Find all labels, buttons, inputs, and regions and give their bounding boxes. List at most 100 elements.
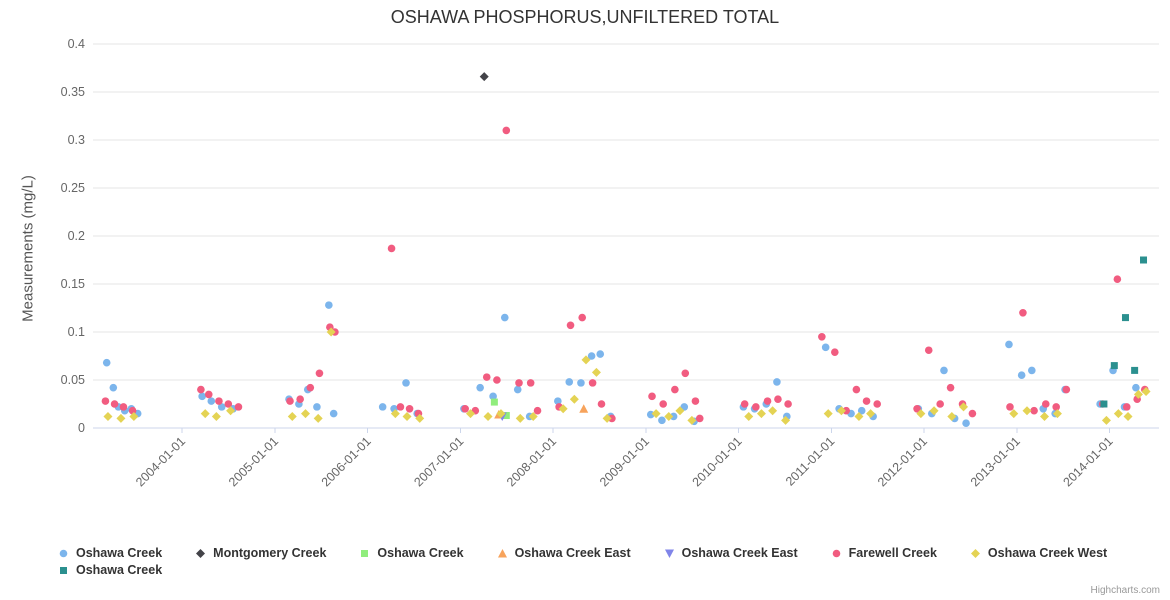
data-point-series-6[interactable]: [836, 406, 846, 416]
data-point-series-5[interactable]: [286, 397, 294, 405]
data-point-series-6[interactable]: [313, 413, 323, 423]
data-point-series-7[interactable]: [1140, 256, 1148, 264]
data-point-series-5[interactable]: [197, 385, 205, 394]
data-point-series-0[interactable]: [1005, 340, 1013, 349]
data-point-series-6[interactable]: [687, 415, 697, 425]
data-point-series-6[interactable]: [496, 409, 506, 419]
data-point-series-5[interactable]: [515, 379, 523, 387]
data-point-series-7[interactable]: [1131, 366, 1139, 374]
data-point-series-0[interactable]: [198, 392, 206, 401]
data-point-series-6[interactable]: [226, 406, 236, 416]
data-point-series-5[interactable]: [946, 383, 955, 392]
data-point-series-6[interactable]: [916, 409, 926, 419]
data-point-series-6[interactable]: [558, 404, 568, 414]
data-point-series-6[interactable]: [744, 411, 754, 421]
data-point-series-5[interactable]: [1052, 403, 1060, 411]
data-point-series-0[interactable]: [1028, 366, 1036, 375]
data-point-series-0[interactable]: [565, 378, 574, 386]
data-point-series-0[interactable]: [669, 412, 678, 421]
data-point-series-6[interactable]: [959, 402, 969, 412]
data-point-series-5[interactable]: [784, 400, 792, 408]
data-point-series-5[interactable]: [588, 379, 597, 387]
data-point-series-5[interactable]: [315, 369, 324, 378]
data-point-series-6[interactable]: [1009, 409, 1019, 419]
data-point-series-0[interactable]: [940, 366, 948, 375]
data-point-series-6[interactable]: [768, 406, 778, 416]
data-point-series-5[interactable]: [608, 414, 616, 423]
data-point-series-6[interactable]: [116, 413, 126, 423]
data-point-series-5[interactable]: [763, 397, 772, 405]
data-point-series-6[interactable]: [483, 411, 493, 421]
data-point-series-6[interactable]: [581, 355, 591, 365]
data-point-series-5[interactable]: [396, 403, 405, 411]
data-point-series-6[interactable]: [287, 411, 297, 421]
data-point-series-5[interactable]: [671, 385, 679, 394]
data-point-series-6[interactable]: [664, 411, 674, 421]
data-point-series-3[interactable]: [579, 404, 589, 413]
data-point-series-0[interactable]: [325, 301, 333, 309]
data-point-series-5[interactable]: [774, 395, 782, 404]
data-point-series-0[interactable]: [109, 383, 118, 392]
data-point-series-5[interactable]: [533, 406, 542, 415]
data-point-series-6[interactable]: [390, 409, 400, 419]
data-point-series-5[interactable]: [405, 405, 414, 413]
data-point-series-5[interactable]: [681, 369, 690, 378]
data-point-series-2[interactable]: [502, 412, 510, 420]
data-point-series-5[interactable]: [1113, 275, 1122, 284]
data-point-series-6[interactable]: [1040, 411, 1050, 421]
data-point-series-5[interactable]: [752, 403, 760, 411]
data-point-series-5[interactable]: [740, 400, 749, 408]
data-point-series-5[interactable]: [461, 405, 469, 413]
data-point-series-5[interactable]: [597, 400, 606, 408]
data-point-series-5[interactable]: [215, 397, 223, 405]
data-point-series-6[interactable]: [300, 409, 310, 419]
data-point-series-5[interactable]: [852, 385, 861, 394]
data-point-series-6[interactable]: [466, 409, 476, 419]
data-point-series-0[interactable]: [378, 403, 387, 411]
data-point-series-5[interactable]: [842, 406, 851, 415]
data-point-series-6[interactable]: [651, 409, 661, 419]
data-point-series-0[interactable]: [962, 419, 970, 428]
data-point-series-5[interactable]: [234, 403, 243, 411]
data-point-series-5[interactable]: [482, 373, 491, 381]
legend-item-4[interactable]: Oshawa Creek East: [663, 546, 798, 560]
legend-item-3[interactable]: Oshawa Creek East: [496, 546, 631, 560]
data-point-series-5[interactable]: [862, 397, 871, 405]
data-point-series-5[interactable]: [968, 409, 977, 418]
data-point-series-5[interactable]: [695, 414, 704, 423]
data-point-series-5[interactable]: [502, 126, 511, 135]
legend-item-6[interactable]: Oshawa Creek West: [969, 546, 1107, 560]
data-point-series-5[interactable]: [818, 333, 826, 341]
data-point-series-5[interactable]: [936, 400, 944, 408]
data-point-series-0[interactable]: [329, 409, 338, 418]
data-point-series-0[interactable]: [402, 379, 410, 387]
data-point-series-6[interactable]: [515, 413, 525, 423]
data-point-series-1[interactable]: [479, 72, 489, 82]
data-point-series-6[interactable]: [1113, 409, 1123, 419]
data-point-series-5[interactable]: [1062, 385, 1071, 394]
data-point-series-6[interactable]: [929, 406, 939, 416]
data-point-series-0[interactable]: [773, 378, 781, 386]
data-point-series-6[interactable]: [200, 409, 210, 419]
data-point-series-6[interactable]: [1101, 415, 1111, 425]
data-point-series-6[interactable]: [781, 415, 791, 425]
data-point-series-6[interactable]: [1022, 406, 1032, 416]
data-point-series-0[interactable]: [857, 406, 866, 415]
legend-item-0[interactable]: Oshawa Creek: [57, 546, 162, 560]
data-point-series-0[interactable]: [577, 379, 585, 387]
data-point-series-6[interactable]: [1133, 389, 1143, 399]
highcharts-credit[interactable]: Highcharts.com: [1090, 585, 1160, 596]
data-point-series-7[interactable]: [1110, 362, 1118, 370]
data-point-series-5[interactable]: [578, 313, 587, 322]
data-point-series-6[interactable]: [675, 406, 685, 416]
data-point-series-6[interactable]: [1052, 409, 1062, 419]
data-point-series-5[interactable]: [1006, 403, 1014, 411]
data-point-series-5[interactable]: [224, 400, 233, 408]
data-point-series-0[interactable]: [554, 397, 562, 405]
data-point-series-0[interactable]: [1132, 383, 1140, 392]
data-point-series-0[interactable]: [489, 392, 497, 401]
data-point-series-5[interactable]: [659, 400, 667, 408]
data-point-series-0[interactable]: [313, 403, 321, 411]
legend-item-5[interactable]: Farewell Creek: [830, 546, 937, 560]
data-point-series-0[interactable]: [476, 383, 484, 392]
